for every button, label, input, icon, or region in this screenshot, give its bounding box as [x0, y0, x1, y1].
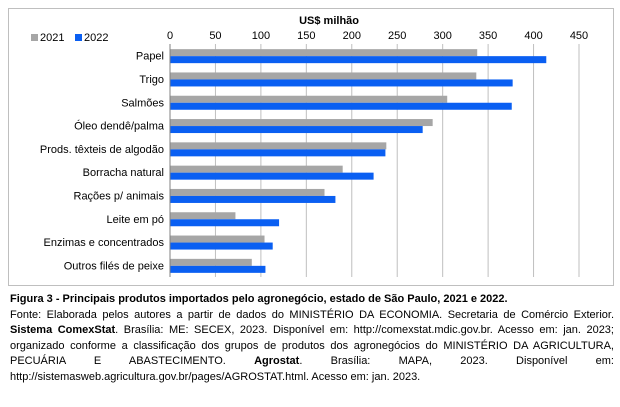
source-text-a: Fonte: Elaborada pelos autores a partir … — [10, 308, 614, 321]
bar-2022 — [170, 219, 280, 227]
legend-swatch-2021 — [31, 34, 38, 41]
figure-caption: Figura 3 - Principais produtos importado… — [10, 292, 614, 385]
bar-2022 — [170, 56, 547, 64]
bar-2022 — [170, 126, 423, 134]
x-tick-label: 400 — [524, 30, 542, 42]
chart-container: 0 50 100 150 200 250 300 350 400 450 US$ milhão Pap… — [8, 8, 614, 286]
x-tick-label: 350 — [479, 30, 497, 42]
x-tick-label: 50 — [209, 30, 221, 42]
bar-2022 — [170, 79, 513, 87]
bar-2022 — [170, 102, 512, 110]
bar-2021 — [170, 235, 265, 243]
bar-2021 — [170, 165, 343, 173]
x-tick-label: 150 — [297, 30, 315, 42]
category-label: Trigo — [139, 74, 164, 86]
category-label: Rações p/ animais — [74, 190, 165, 202]
category-label: Enzimas e concentrados — [44, 237, 165, 249]
x-tick-label: 300 — [433, 30, 451, 42]
category-label: Salmões — [121, 97, 164, 109]
bar-2022 — [170, 195, 336, 203]
figure-title-end: . — [504, 293, 508, 305]
bar-2021 — [170, 188, 325, 196]
bar-chart: 0 50 100 150 200 250 300 350 400 450 US$ milhão Pap… — [31, 15, 588, 277]
bar-2021 — [170, 258, 252, 266]
source-agrostat: Agrostat — [254, 355, 300, 367]
bar-2022 — [170, 172, 374, 180]
x-tick-label: 250 — [388, 30, 406, 42]
bar-2021 — [170, 72, 477, 80]
source-comexstat: Sistema ComexStat — [10, 324, 116, 336]
category-label: Borracha natural — [83, 167, 164, 179]
bar-2022 — [170, 242, 273, 250]
bar-2021 — [170, 119, 433, 127]
category-label: Leite em pó — [107, 214, 164, 226]
x-axis-title: US$ milhão — [299, 15, 359, 27]
bar-2022 — [170, 265, 266, 273]
x-tick-label: 100 — [252, 30, 270, 42]
source-text-e: . Brasília: MAPA, 2023. Disponível em: h… — [10, 355, 614, 383]
legend-label-2022: 2022 — [84, 32, 108, 44]
bar-2022 — [170, 149, 386, 157]
x-tick-label: 450 — [570, 30, 588, 42]
bar-2021 — [170, 95, 448, 103]
figure-title: Figura 3 - Principais produtos importado… — [10, 293, 505, 305]
x-tick-label: 0 — [167, 30, 173, 42]
x-tick-label: 200 — [343, 30, 361, 42]
bar-2021 — [170, 49, 478, 57]
bar-2021 — [170, 142, 387, 150]
bar-2021 — [170, 212, 236, 220]
legend-label-2021: 2021 — [40, 32, 64, 44]
category-label: Outros filés de peixe — [64, 260, 164, 272]
source-text-c: . Brasília: ME: SECEX, 2023. Disponível … — [10, 324, 614, 367]
category-label: Papel — [136, 51, 164, 63]
category-label: Prods. têxteis de algodão — [40, 144, 164, 156]
legend-swatch-2022 — [75, 34, 82, 41]
category-label: Óleo dendê/palma — [74, 120, 165, 133]
